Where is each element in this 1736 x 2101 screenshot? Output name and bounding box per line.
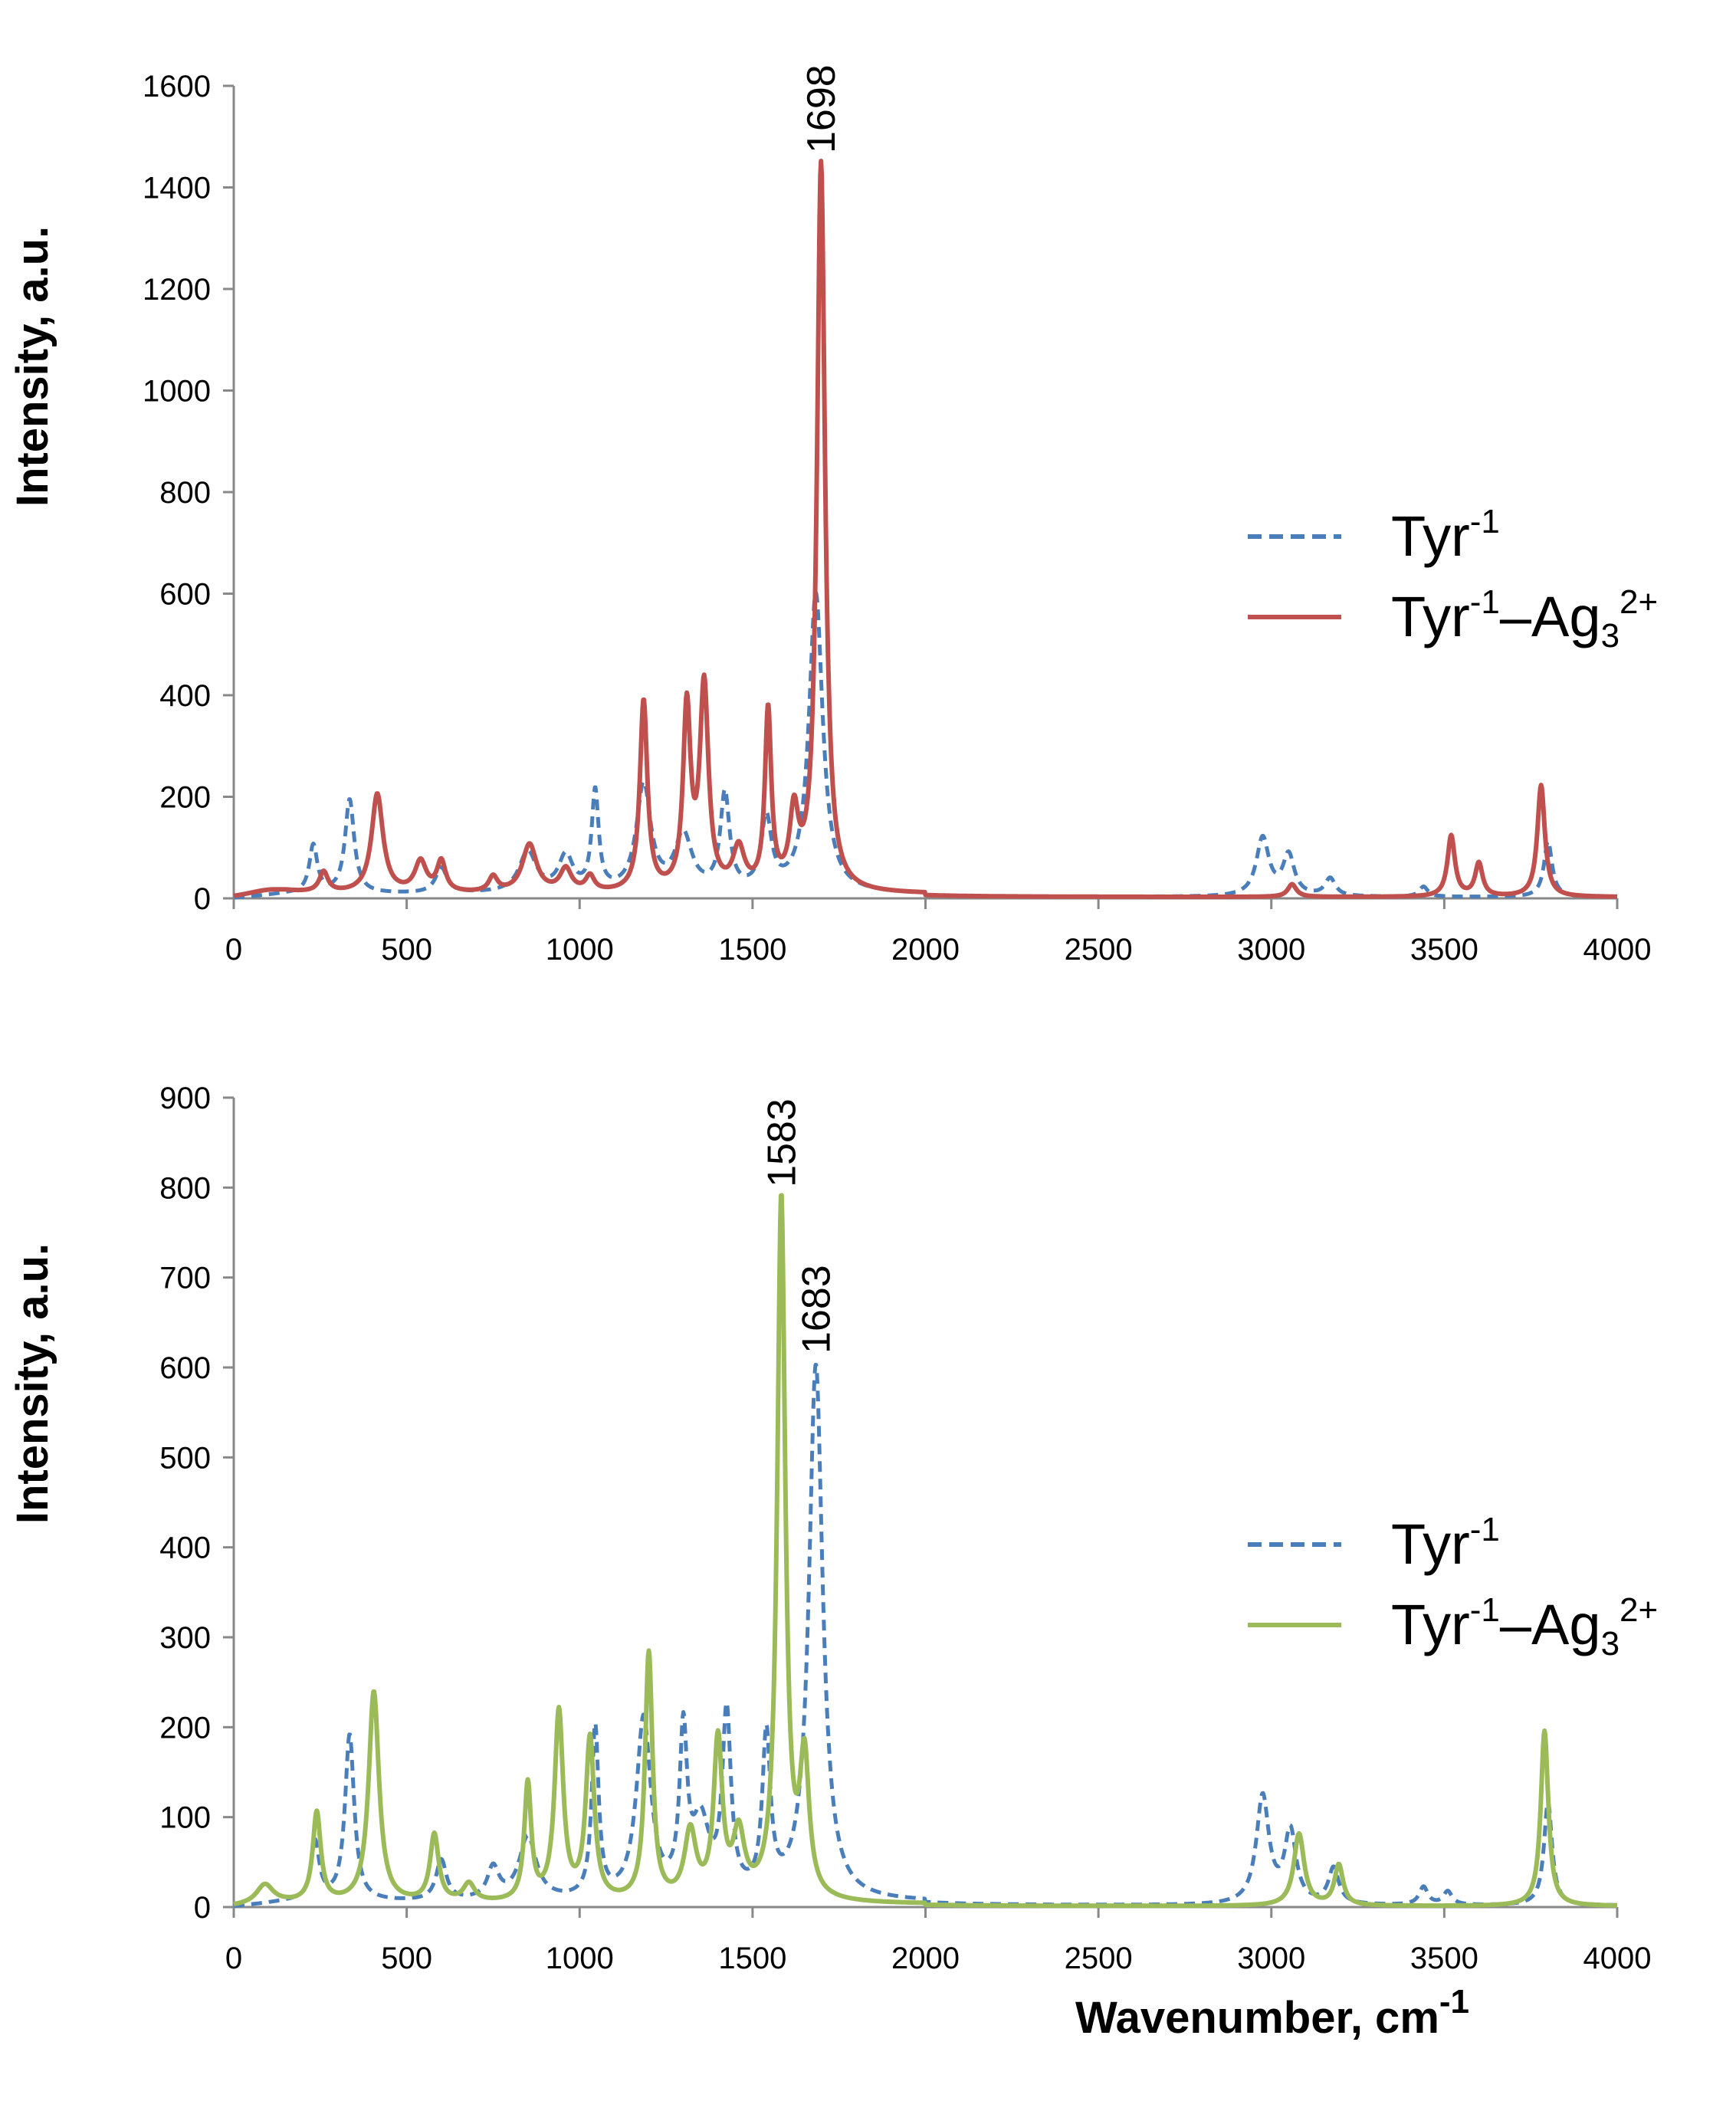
bottom-series-tyr-ag3-complex — [231, 1193, 1620, 1909]
top-x-tick-label: 500 — [381, 933, 432, 967]
bottom-y-tick-label: 0 — [194, 1891, 211, 1925]
bottom-spectrum-chart: 0 100 200 300 400 500 600 700 800 900 0 500 1000 1500… — [8, 1082, 1658, 2043]
bottom-y-tick-label: 700 — [159, 1262, 211, 1295]
top-legend: Tyr-1 Tyr-1–Ag32+ — [1248, 503, 1658, 655]
top-y-tick-label: 800 — [159, 476, 211, 510]
bottom-peak-label-1583: 1583 — [760, 1098, 804, 1187]
bottom-x-tick-label: 3500 — [1410, 1942, 1478, 1975]
bottom-x-tick-label: 2000 — [891, 1942, 960, 1975]
bottom-x-tick-label: 1000 — [546, 1942, 614, 1975]
bottom-legend: Tyr-1 Tyr-1–Ag32+ — [1248, 1511, 1658, 1663]
top-x-tick-label: 1000 — [546, 933, 614, 967]
bottom-legend-label-complex: Tyr-1–Ag32+ — [1391, 1591, 1658, 1663]
top-peak-label-1698: 1698 — [799, 64, 844, 153]
bottom-y-tick-label: 600 — [159, 1351, 211, 1385]
bottom-series — [231, 1193, 1620, 1909]
bottom-y-tick-label: 900 — [159, 1082, 211, 1115]
bottom-x-tick-label: 1500 — [718, 1942, 786, 1975]
bottom-peak-label-1683: 1683 — [794, 1265, 838, 1354]
bottom-y-tick-label: 800 — [159, 1171, 211, 1205]
top-y-tick-label: 1000 — [143, 375, 211, 409]
top-x-tick-label: 2000 — [891, 933, 960, 967]
top-x-tick-label: 3000 — [1237, 933, 1305, 967]
top-x-tick-label: 1500 — [718, 933, 786, 967]
bottom-axes: 0 100 200 300 400 500 600 700 800 900 0 500 1000 1500… — [159, 1082, 1651, 1975]
top-x-tick-label: 3500 — [1410, 933, 1478, 967]
top-y-tick-label: 1200 — [143, 273, 211, 307]
top-y-tick-label: 0 — [194, 882, 211, 916]
bottom-x-tick-label: 500 — [381, 1942, 432, 1975]
top-y-tick-label: 1600 — [143, 70, 211, 103]
top-y-tick-label: 200 — [159, 781, 211, 815]
bottom-y-tick-label: 500 — [159, 1441, 211, 1475]
bottom-y-tick-label: 200 — [159, 1711, 211, 1745]
bottom-x-axis-label: Wavenumber, cm-1 — [1075, 1983, 1469, 2043]
top-y-tick-label: 1400 — [143, 172, 211, 205]
bottom-y-axis-label: Intensity, a.u. — [8, 1243, 57, 1524]
top-spectrum-chart: 0 200 400 600 800 1000 1200 1400 1600 0 500 1000 150… — [8, 64, 1658, 967]
top-series-tyr-ag3-complex — [231, 159, 1620, 899]
bottom-annotations: 1583 1683 — [760, 1098, 838, 1354]
top-legend-label-complex: Tyr-1–Ag32+ — [1391, 583, 1658, 655]
top-x-tick-label: 4000 — [1583, 933, 1652, 967]
bottom-y-tick-label: 100 — [159, 1801, 211, 1835]
bottom-x-tick-label: 0 — [225, 1942, 242, 1975]
top-y-tick-label: 600 — [159, 578, 211, 612]
top-axes: 0 200 400 600 800 1000 1200 1400 1600 0 500 1000 150… — [143, 70, 1651, 967]
top-series — [231, 159, 1620, 900]
top-x-tick-label: 0 — [225, 933, 242, 967]
top-y-axis-label: Intensity, a.u. — [8, 226, 57, 507]
bottom-y-tick-label: 300 — [159, 1621, 211, 1655]
top-annotations: 1698 — [799, 64, 844, 153]
top-x-tick-label: 2500 — [1065, 933, 1133, 967]
bottom-y-tick-label: 400 — [159, 1531, 211, 1565]
bottom-x-tick-label: 2500 — [1065, 1942, 1133, 1975]
top-legend-label-tyr: Tyr-1 — [1391, 503, 1500, 568]
bottom-x-tick-label: 4000 — [1583, 1942, 1652, 1975]
top-y-tick-label: 400 — [159, 679, 211, 713]
bottom-x-tick-label: 3000 — [1237, 1942, 1305, 1975]
bottom-legend-label-tyr: Tyr-1 — [1391, 1511, 1500, 1576]
